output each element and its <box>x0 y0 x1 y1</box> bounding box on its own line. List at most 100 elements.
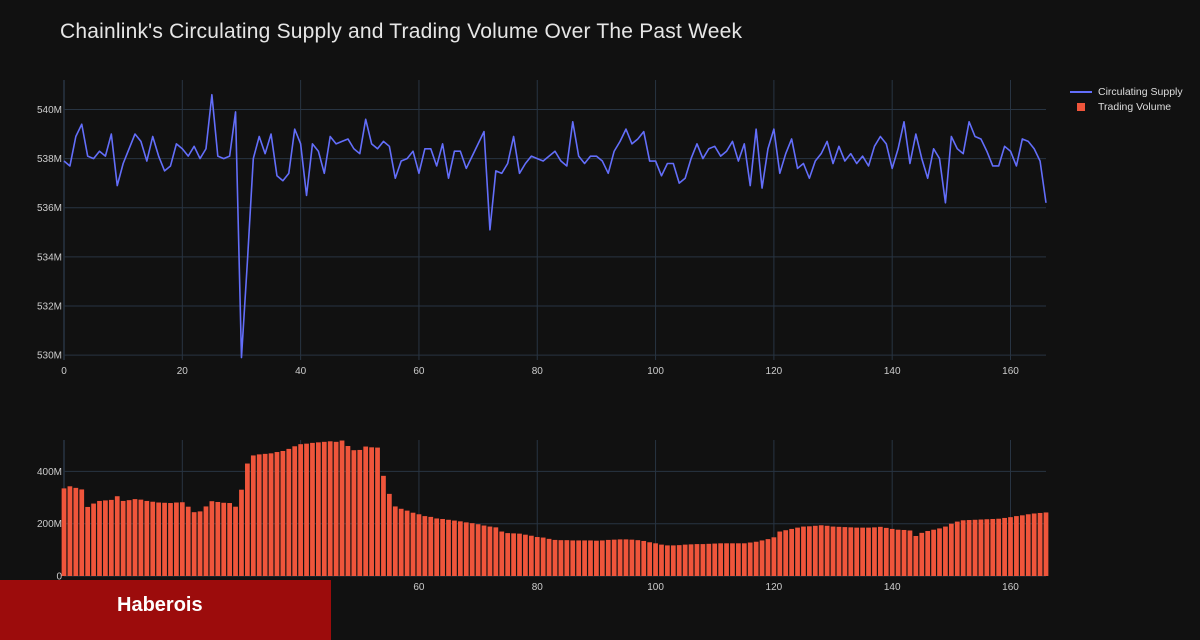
volume-bar <box>653 543 658 576</box>
volume-bar <box>954 521 960 576</box>
volume-bar <box>818 525 824 576</box>
volume-bar <box>836 526 842 576</box>
volume-bar <box>103 500 108 576</box>
volume-bar <box>91 503 96 576</box>
volume-bar <box>481 525 487 576</box>
volume-bar <box>505 533 511 576</box>
volume-bar <box>369 447 374 576</box>
volume-bar <box>712 543 718 576</box>
volume-bar <box>789 528 794 576</box>
volume-bar <box>457 521 463 576</box>
volume-bar <box>469 523 475 576</box>
volume-bar <box>73 487 79 576</box>
legend-item-volume[interactable]: Trading Volume <box>1070 99 1183 114</box>
volume-bar <box>310 442 315 576</box>
volume-bar <box>765 539 771 576</box>
volume-bar <box>209 501 215 576</box>
volume-bar <box>327 441 333 576</box>
volume-bar <box>635 540 641 576</box>
volume-bar <box>860 527 865 576</box>
volume-bar <box>250 455 256 576</box>
volume-bar <box>120 500 126 576</box>
volume-bar <box>528 535 534 576</box>
volume-bar <box>316 442 321 576</box>
volume-bar <box>913 535 919 576</box>
volume-bar <box>925 531 931 576</box>
volume-bar <box>919 532 925 576</box>
volume-bar <box>996 518 1002 576</box>
volume-y-tick-label: 400M <box>37 467 62 478</box>
volume-bar <box>138 499 144 576</box>
volume-x-tick-label: 60 <box>413 582 425 593</box>
volume-bar <box>1031 513 1037 576</box>
supply-x-tick-label: 160 <box>1002 366 1019 377</box>
volume-bar <box>434 518 440 576</box>
volume-bar <box>345 446 351 576</box>
volume-bar <box>239 489 244 576</box>
volume-bar <box>948 523 954 576</box>
volume-bar <box>570 540 576 576</box>
volume-bar <box>907 530 913 576</box>
volume-bar <box>132 499 138 576</box>
volume-bar <box>848 527 854 576</box>
volume-bar <box>901 529 907 576</box>
volume-bar <box>647 542 653 576</box>
volume-bar <box>274 452 280 576</box>
volume-bar <box>730 543 735 576</box>
volume-bar <box>197 511 203 576</box>
supply-y-tick-label: 536M <box>37 203 62 214</box>
volume-bar <box>706 543 712 576</box>
volume-bar <box>812 525 818 576</box>
volume-bar <box>546 538 552 576</box>
volume-bar <box>126 500 132 576</box>
volume-bar <box>990 518 996 576</box>
volume-bar <box>215 501 221 576</box>
volume-bar <box>842 527 848 576</box>
legend-box-swatch <box>1077 102 1085 111</box>
volume-bar <box>108 499 114 576</box>
volume-x-tick-label: 140 <box>884 582 901 593</box>
volume-bar <box>499 531 505 576</box>
volume-bar <box>386 493 392 576</box>
volume-bar <box>795 527 800 576</box>
volume-bar <box>321 441 327 576</box>
volume-bar <box>1019 515 1025 576</box>
volume-bar <box>233 506 238 576</box>
legend-label-volume: Trading Volume <box>1098 100 1172 113</box>
volume-bar <box>185 506 191 576</box>
volume-bar <box>824 525 830 576</box>
volume-bar <box>759 540 765 576</box>
volume-bar <box>1037 512 1043 576</box>
volume-bar <box>659 544 664 576</box>
supply-x-tick-label: 140 <box>884 366 901 377</box>
volume-bar <box>777 531 783 576</box>
volume-bar <box>1043 512 1049 576</box>
volume-bar <box>889 528 895 576</box>
supply-y-tick-label: 534M <box>37 252 62 263</box>
volume-x-tick-label: 100 <box>647 582 664 593</box>
supply-x-tick-label: 80 <box>532 366 544 377</box>
volume-bar <box>978 519 984 576</box>
supply-x-tick-label: 20 <box>177 366 189 377</box>
supply-y-tick-label: 538M <box>37 154 62 165</box>
volume-bar <box>801 526 806 576</box>
volume-bar <box>552 539 558 576</box>
volume-bar <box>753 541 759 576</box>
volume-bar <box>747 542 753 576</box>
legend: Circulating Supply Trading Volume <box>1070 84 1183 114</box>
volume-bar <box>700 544 706 576</box>
volume-bar <box>1008 517 1013 576</box>
volume-bar <box>428 516 434 576</box>
volume-bar <box>641 540 647 576</box>
volume-bar <box>511 533 516 576</box>
volume-bar <box>97 500 102 576</box>
brand-logo: Haberois <box>0 580 331 640</box>
volume-bar <box>718 543 724 576</box>
volume-bar <box>771 537 777 576</box>
legend-item-supply[interactable]: Circulating Supply <box>1070 84 1183 99</box>
volume-bar <box>227 503 233 576</box>
volume-bar <box>866 527 871 576</box>
volume-bar <box>351 450 357 576</box>
volume-bar <box>162 502 167 576</box>
